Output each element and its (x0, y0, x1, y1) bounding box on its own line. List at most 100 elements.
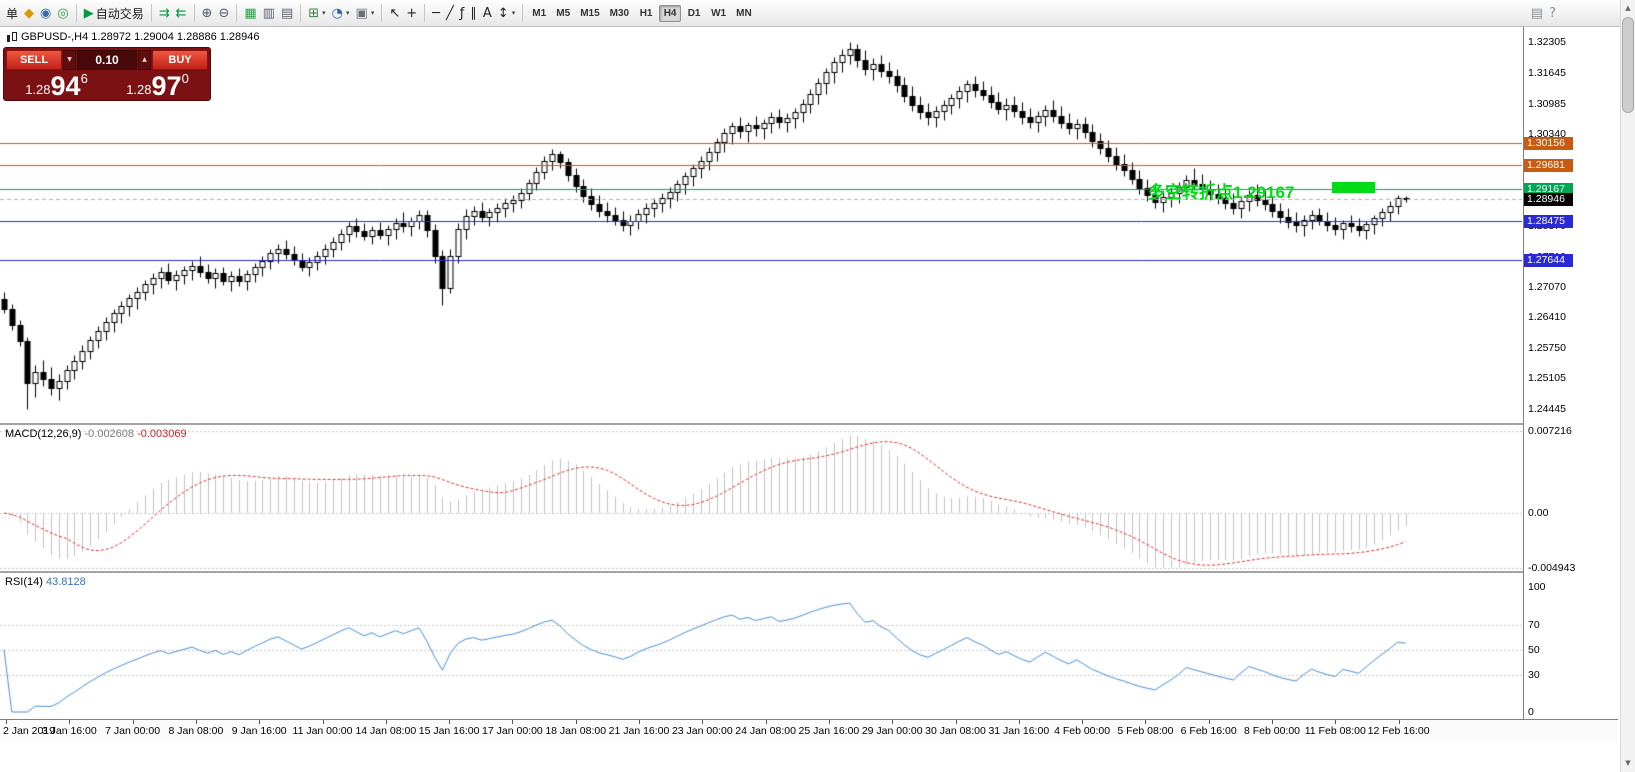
tile-vertical-button[interactable]: ▤ (278, 2, 296, 24)
autotrade-icon: ▶ (83, 5, 94, 21)
text-tool-button[interactable]: A (480, 2, 495, 24)
timeframe-button-h4[interactable]: H4 (659, 4, 682, 22)
pivot-annotation-text[interactable]: 多空转折点1.29167 (1148, 183, 1295, 202)
time-tick (575, 720, 577, 724)
sell-price-big: 94 (50, 71, 81, 101)
periods-button[interactable]: ◔ ▾ (329, 2, 353, 24)
time-axis-label: 11 Jan 00:00 (292, 725, 353, 737)
fibonacci-tool-button[interactable]: ƒ (457, 2, 468, 24)
mql-community-button[interactable]: ◎ (54, 2, 71, 24)
tile-horizontal-icon: ▥ (262, 5, 275, 21)
timeframe-button-m30[interactable]: M30 (609, 7, 630, 19)
time-axis-label: 30 Jan 08:00 (925, 725, 986, 737)
zoom-in-button[interactable]: ⊕ (199, 2, 216, 24)
new-chart-button[interactable]: ⊞ ▾ (305, 2, 328, 24)
profiles-button[interactable]: ◉ (37, 2, 54, 24)
macd-pane-canvas[interactable] (0, 425, 1522, 571)
crosshair-button[interactable]: + (403, 2, 420, 24)
time-tick (1018, 720, 1020, 724)
toolbar: 单 ◆ ◉ ◎ ▶ 自动交易 ⇉ ⇇ ⊕ ⊖ ▦ ▥ ▤ ⊞ ▾ ◔ ▾ ▣ ▾ ↖ + ─ ╱ ƒ ∥ A ↕ ▾ M1 M5 M15 M3… (0, 0, 1620, 27)
time-tick (1208, 720, 1210, 724)
channel-tool-icon: ∥ (470, 5, 477, 21)
channel-tool-button[interactable]: ∥ (467, 2, 480, 24)
time-tick (69, 720, 71, 724)
time-tick (259, 720, 261, 724)
candlestick-icon (6, 31, 17, 43)
macd-signal-value: -0.003069 (137, 428, 187, 440)
pane-splitter[interactable] (0, 423, 1618, 425)
periods-icon: ◔ (331, 5, 343, 21)
time-tick (195, 720, 197, 724)
timeframe-button-w1[interactable]: W1 (711, 7, 727, 19)
scrollbar-thumb[interactable] (1622, 17, 1634, 113)
caret-down-icon: ▾ (322, 9, 326, 17)
trendline-tool-button[interactable]: ╱ (443, 2, 457, 24)
time-axis-label: 18 Jan 08:00 (545, 725, 607, 737)
timeframe-button-m15[interactable]: M15 (580, 7, 600, 19)
symbol-ohlc-text: GBPUSD-,H4 1.28972 1.29004 1.28886 1.289… (21, 31, 260, 43)
help-button[interactable]: ? (1546, 2, 1559, 24)
order-ticket-button[interactable]: ◆ (21, 2, 37, 24)
new-order-button[interactable]: 单 (3, 2, 21, 24)
zoom-out-button[interactable]: ⊖ (215, 2, 232, 24)
timeframe-button-m1[interactable]: M1 (532, 7, 547, 19)
price-level-label: 1.27644 (1524, 253, 1573, 267)
timeframe-button-mn[interactable]: MN (736, 7, 752, 19)
price-chart-canvas[interactable] (0, 27, 1522, 423)
chart-shift-button[interactable]: ⇇ (173, 2, 190, 24)
price-axis-label: 1.32305 (1528, 36, 1566, 49)
tile-windows-button[interactable]: ▦ (241, 2, 259, 24)
rsi-value: 43.8128 (45, 576, 86, 588)
timeframe-button-d1[interactable]: D1 (687, 7, 701, 19)
autotrade-button-label: 自动交易 (95, 6, 144, 21)
tile-horizontal-button[interactable]: ▥ (260, 2, 278, 24)
price-axis[interactable]: 1.323051.316451.309851.303401.296801.290… (1523, 27, 1618, 719)
volume-input[interactable]: 0.10 (77, 50, 137, 70)
time-tick (6, 720, 7, 724)
sell-button[interactable]: SELL (6, 50, 62, 70)
caret-down-icon: ▾ (511, 9, 516, 17)
timeframe-button-h1[interactable]: H1 (639, 7, 653, 19)
sell-price-prefix: 1.28 (25, 82, 51, 97)
rsi-pane-canvas[interactable] (0, 573, 1522, 719)
time-tick (449, 720, 451, 724)
price-level-label: 1.29681 (1524, 158, 1573, 172)
time-tick (1335, 720, 1337, 724)
time-axis[interactable]: 2 Jan 2019 3 Jan 16:00 7 Jan 00:00 8 Jan 08… (0, 719, 1618, 742)
buy-button[interactable]: BUY (152, 50, 208, 70)
autotrade-button[interactable]: ▶ 自动交易 (81, 2, 147, 24)
zoom-in-icon: ⊕ (201, 5, 213, 21)
volume-increase-button[interactable]: ▲ (138, 50, 151, 70)
toolbar-separator (193, 4, 195, 22)
vertical-scrollbar[interactable]: ▲ ▼ (1620, 0, 1635, 772)
templates-button[interactable]: ▣ ▾ (353, 2, 378, 24)
volume-decrease-button[interactable]: ▼ (63, 50, 76, 70)
time-axis-label: 4 Feb 00:00 (1054, 725, 1111, 737)
hline-tool-button[interactable]: ─ (429, 2, 443, 24)
cursor-button[interactable]: ↖ (386, 2, 403, 24)
time-tick (892, 720, 894, 724)
time-tick (828, 720, 830, 724)
window-list-button[interactable]: ▤ (1528, 2, 1546, 24)
time-tick (512, 720, 514, 724)
buy-price[interactable]: 1.28 97 0 (107, 71, 208, 101)
pivot-annotation-rect[interactable] (1332, 182, 1375, 193)
time-axis-label: 29 Jan 00:00 (861, 725, 923, 737)
toolbar-separator (75, 4, 77, 22)
fibonacci-tool-icon: ƒ (459, 5, 465, 21)
trade-panel-controls: SELL ▼ 0.10 ▲ BUY (6, 50, 208, 70)
autoscroll-button[interactable]: ⇉ (156, 2, 173, 24)
timeframe-button-m5[interactable]: M5 (556, 7, 571, 19)
arrows-tool-button[interactable]: ↕ ▾ (495, 2, 518, 24)
time-axis-label: 11 Feb 08:00 (1304, 725, 1366, 737)
cursor-icon: ↖ (389, 5, 401, 21)
time-axis-label: 8 Feb 00:00 (1243, 725, 1301, 737)
scroll-down-button[interactable]: ▼ (1625, 759, 1631, 767)
scroll-up-button[interactable]: ▲ (1625, 4, 1631, 12)
pane-splitter[interactable] (0, 571, 1618, 573)
templates-icon: ▣ (355, 5, 368, 21)
text-tool-icon: A (482, 5, 492, 21)
buy-price-big: 97 (151, 71, 182, 101)
sell-price[interactable]: 1.28 94 6 (6, 71, 107, 101)
